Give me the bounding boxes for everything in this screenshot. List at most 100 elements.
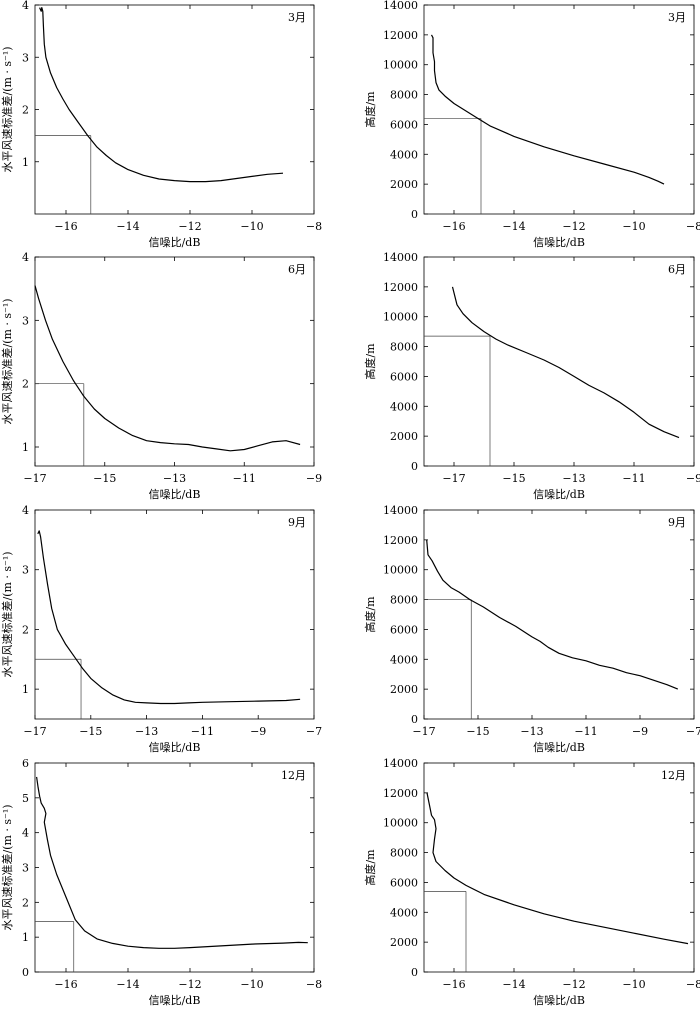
y-tick-label: 12000 xyxy=(383,29,418,42)
x-tick-label: −14 xyxy=(116,220,139,233)
series-line xyxy=(426,539,679,690)
y-tick-label: 12000 xyxy=(383,281,418,294)
y-tick-label: 6000 xyxy=(390,118,418,131)
x-tick-label: −10 xyxy=(622,978,645,991)
month-label: 6月 xyxy=(288,263,306,276)
x-tick-label: −8 xyxy=(686,978,700,991)
series-line xyxy=(430,34,665,185)
x-tick-label: −17 xyxy=(442,472,465,485)
x-tick-label: −13 xyxy=(562,472,585,485)
y-tick-label: 8000 xyxy=(390,847,418,860)
plot-frame xyxy=(34,509,315,720)
y-tick-label: 8000 xyxy=(390,594,418,607)
y-tick-label: 12000 xyxy=(383,534,418,547)
plot-frame xyxy=(34,4,315,215)
y-tick-label: 0 xyxy=(411,460,418,473)
chart-panel: −16 −14 −12 −10 −8 0 1 2 3 4 5 6 信噪比/dB 水平风速标准差/(m · … xyxy=(0,757,322,1007)
y-tick-label: 14000 xyxy=(383,504,418,517)
x-tick-label: −9 xyxy=(686,472,700,485)
x-tick-label: −12 xyxy=(178,978,201,991)
x-tick-label: −7 xyxy=(686,725,700,738)
x-tick-label: −8 xyxy=(306,220,322,233)
y-tick-label: 1 xyxy=(22,156,29,169)
series-line xyxy=(34,285,301,452)
series-line xyxy=(451,286,680,439)
series-line xyxy=(37,530,301,705)
y-tick-label: 10000 xyxy=(383,817,418,830)
x-tick-label: −14 xyxy=(116,978,139,991)
y-tick-label: 2000 xyxy=(390,936,418,949)
y-tick-label: 14000 xyxy=(383,251,418,264)
chart-panel: −16 −14 −12 −10 −8 1 2 3 4 信噪比/dB 水平风速标准差/(m · s⁻¹… xyxy=(0,0,322,249)
x-tick-label: −12 xyxy=(178,220,201,233)
y-tick-label: 1 xyxy=(22,683,29,696)
y-tick-label: 14000 xyxy=(383,0,418,12)
y-axis-label: 高度/m xyxy=(363,343,377,380)
x-tick-label: −16 xyxy=(442,978,465,991)
chart-panel: −17 −15 −13 −11 −9 −7 1 2 3 4 信噪比/dB 水平风速标准差/(m · s… xyxy=(0,504,322,754)
x-axis-label: 信噪比/dB xyxy=(149,741,201,754)
y-tick-label: 4 xyxy=(22,827,29,840)
x-tick-label: −9 xyxy=(306,472,322,485)
y-tick-label: 2000 xyxy=(390,430,418,443)
x-tick-label: −16 xyxy=(54,220,77,233)
x-tick-label: −9 xyxy=(250,725,266,738)
y-axis-label: 水平风速标准差/(m · s⁻¹) xyxy=(0,46,14,172)
month-label: 12月 xyxy=(281,769,306,782)
x-tick-label: −11 xyxy=(191,725,214,738)
y-tick-label: 0 xyxy=(411,966,418,979)
x-axis-label: 信噪比/dB xyxy=(533,741,585,754)
x-tick-label: −17 xyxy=(412,725,435,738)
x-tick-label: −9 xyxy=(632,725,648,738)
series-line xyxy=(426,792,689,945)
x-tick-label: −15 xyxy=(502,472,525,485)
x-tick-label: −8 xyxy=(686,220,700,233)
chart-panel: −17 −15 −13 −11 −9 0 2000 4000 6000 8000 10000 1200… xyxy=(363,251,700,501)
y-tick-label: 6000 xyxy=(390,876,418,889)
x-tick-label: −11 xyxy=(574,725,597,738)
y-tick-label: 6 xyxy=(22,757,29,770)
chart-panel: −17 −15 −13 −11 −9 −7 0 2000 4000 6000 8000 10000 12… xyxy=(363,504,700,754)
x-tick-label: −11 xyxy=(622,472,645,485)
plot-frame xyxy=(423,4,695,215)
x-axis-label: 信噪比/dB xyxy=(149,236,201,249)
y-tick-label: 2 xyxy=(22,104,29,117)
y-tick-label: 4000 xyxy=(390,400,418,413)
y-axis-label: 高度/m xyxy=(363,91,377,128)
plot-frame xyxy=(423,256,695,467)
month-label: 9月 xyxy=(668,516,686,529)
x-axis-label: 信噪比/dB xyxy=(533,994,585,1007)
y-tick-label: 3 xyxy=(22,564,29,577)
chart-panel: −17 −15 −13 −11 −9 1 2 3 4 信噪比/dB 水平风速标准差/(m · s⁻¹… xyxy=(0,251,322,501)
chart-panel: −16 −14 −12 −10 −8 0 2000 4000 6000 8000 10000 1200… xyxy=(363,0,700,249)
x-tick-label: −15 xyxy=(79,725,102,738)
x-tick-label: −10 xyxy=(622,220,645,233)
y-tick-label: 4 xyxy=(22,0,29,12)
x-tick-label: −16 xyxy=(54,978,77,991)
x-tick-label: −12 xyxy=(562,978,585,991)
y-tick-label: 0 xyxy=(22,966,29,979)
chart-panel: −16 −14 −12 −10 −8 0 2000 4000 6000 8000 10000 1200… xyxy=(363,757,700,1007)
y-tick-label: 6000 xyxy=(390,370,418,383)
y-tick-label: 2 xyxy=(22,378,29,391)
x-tick-label: −17 xyxy=(23,725,46,738)
x-tick-label: −15 xyxy=(466,725,489,738)
y-tick-label: 0 xyxy=(411,713,418,726)
plot-frame xyxy=(423,509,695,720)
y-tick-label: 4000 xyxy=(390,653,418,666)
y-tick-label: 4000 xyxy=(390,906,418,919)
x-tick-label: −15 xyxy=(93,472,116,485)
x-tick-label: −12 xyxy=(562,220,585,233)
y-tick-label: 3 xyxy=(22,314,29,327)
y-tick-label: 10000 xyxy=(383,311,418,324)
x-tick-label: −13 xyxy=(163,472,186,485)
month-label: 12月 xyxy=(661,769,686,782)
y-tick-label: 4 xyxy=(22,504,29,517)
y-axis-label: 水平风速标准差/(m · s⁻¹) xyxy=(0,551,14,677)
x-axis-label: 信噪比/dB xyxy=(149,994,201,1007)
plot-frame xyxy=(34,256,315,467)
y-tick-label: 4 xyxy=(22,251,29,264)
plot-frame xyxy=(423,762,695,973)
plot-frame xyxy=(34,762,315,973)
